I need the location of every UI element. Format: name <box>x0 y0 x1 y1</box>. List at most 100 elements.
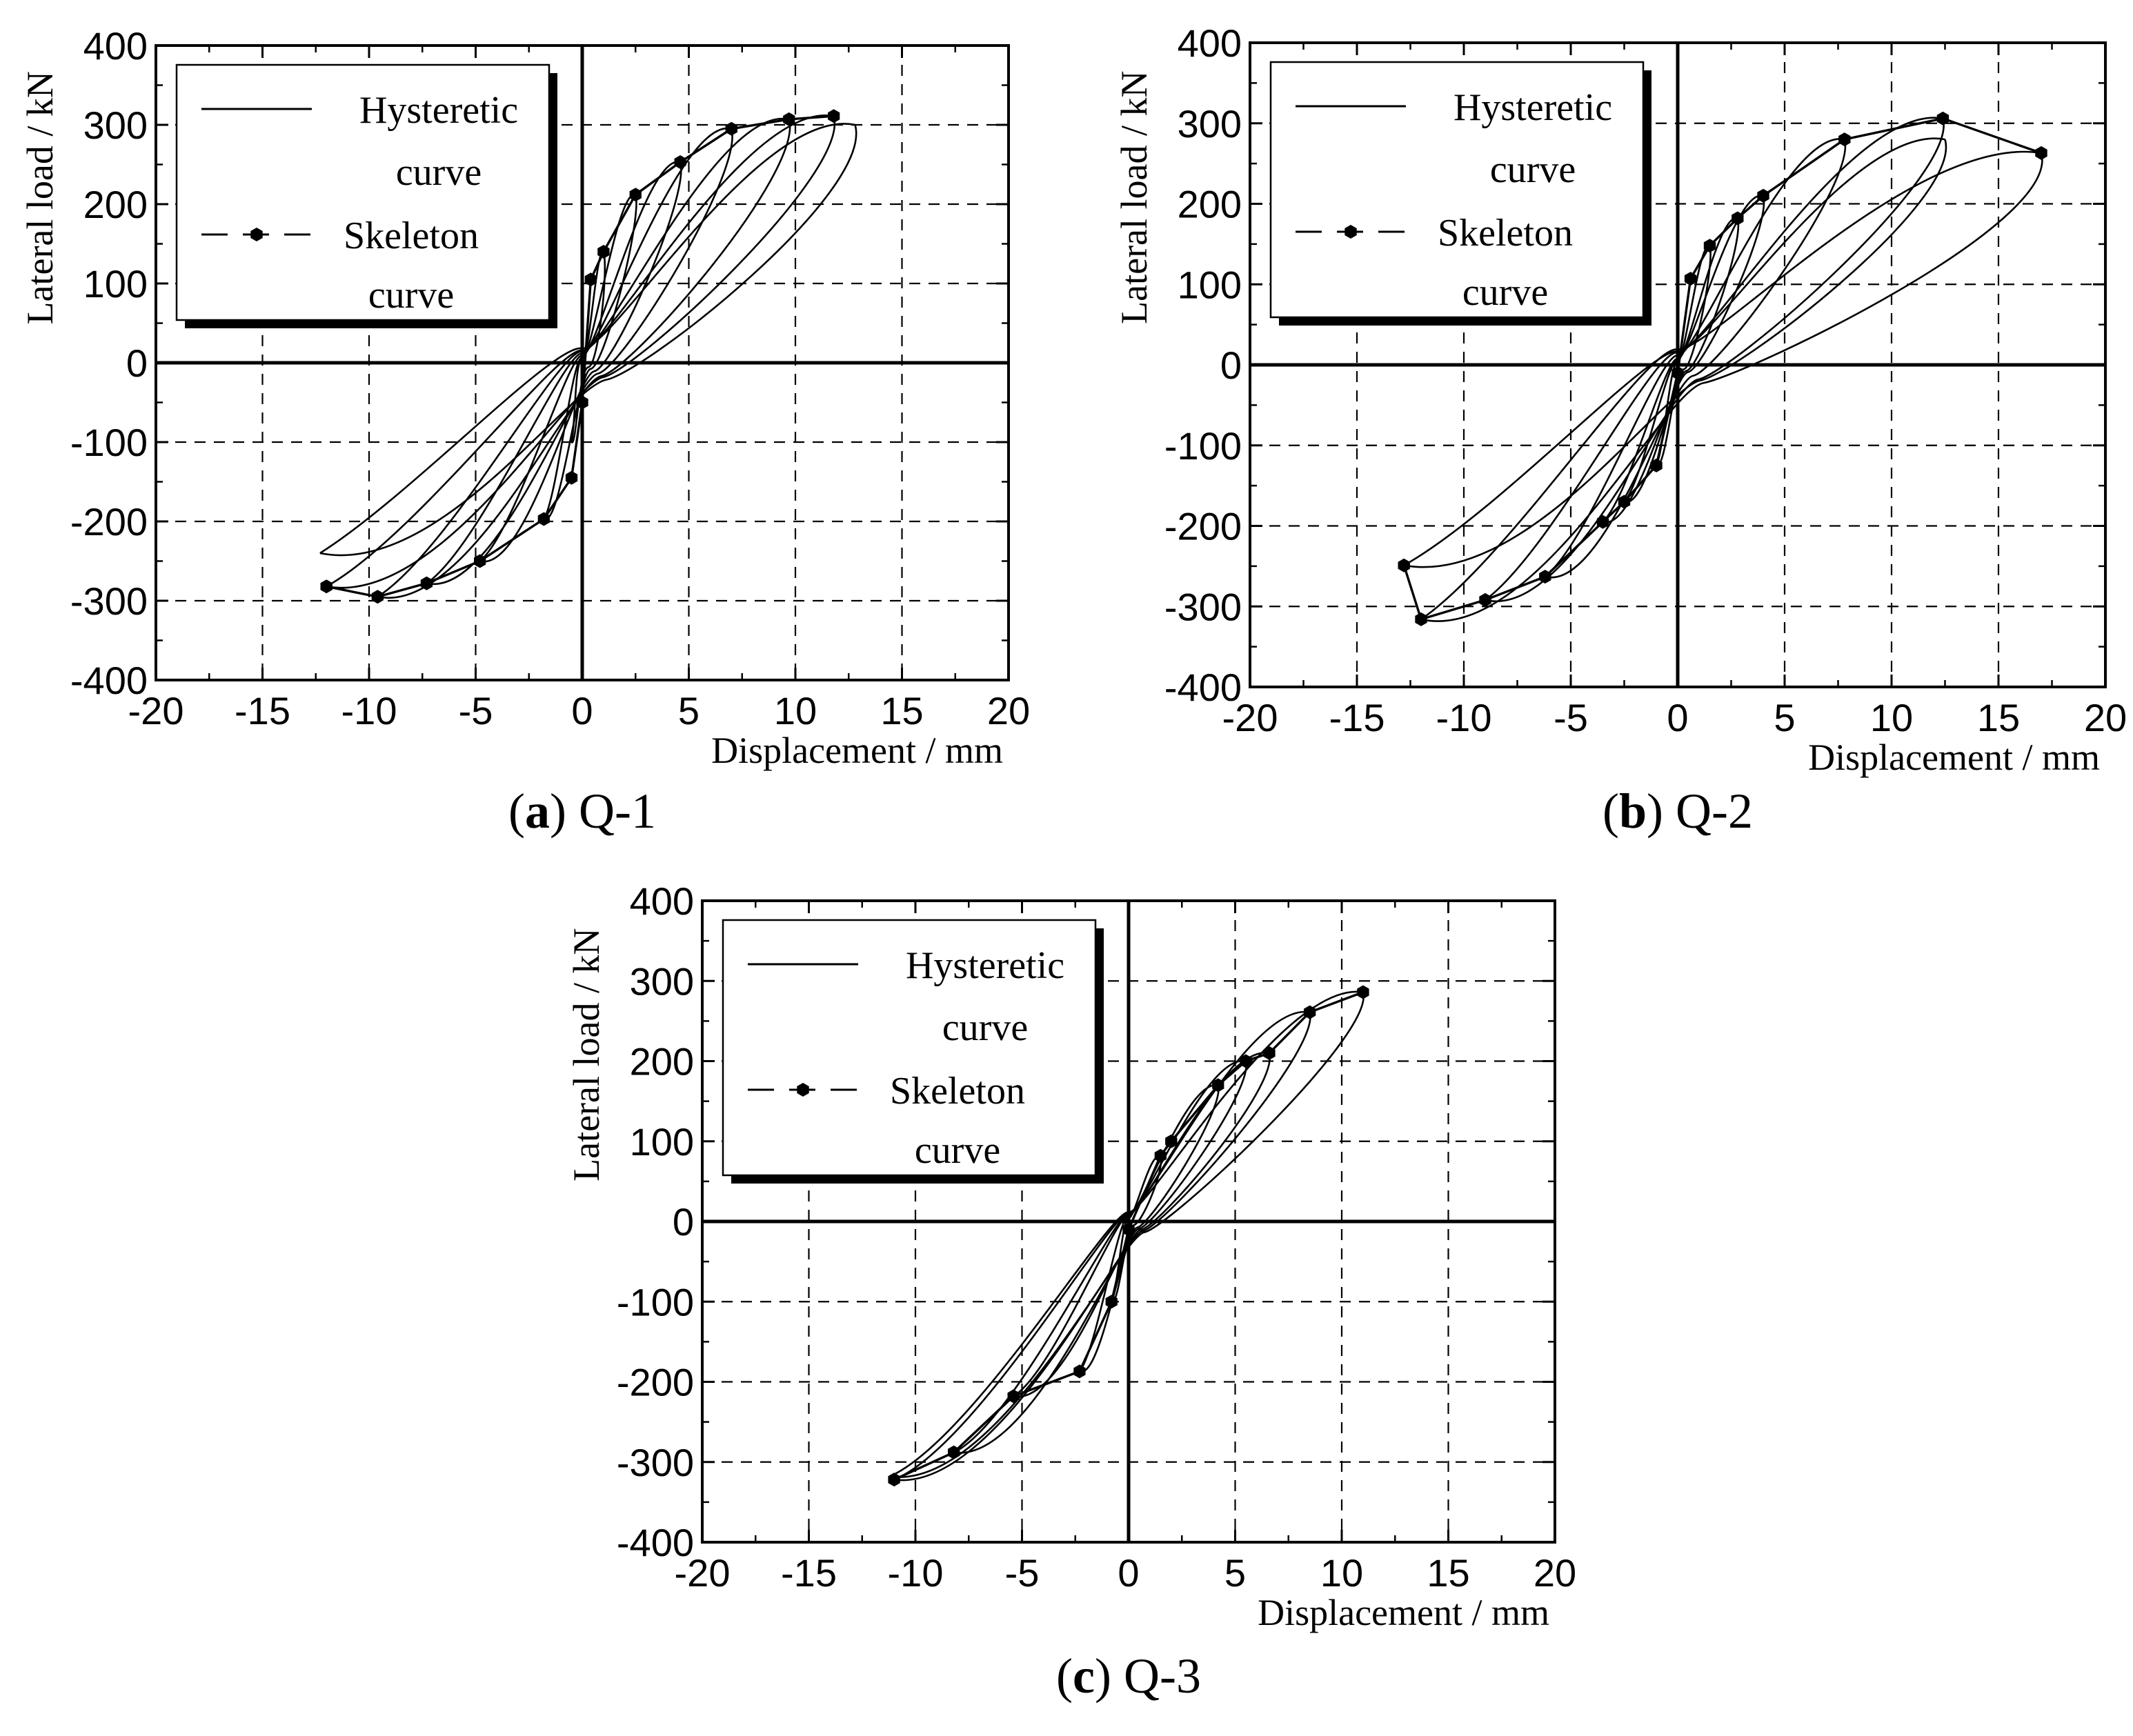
x-tick-label: 20 <box>987 689 1030 732</box>
y-tick-label: -100 <box>70 421 148 464</box>
series-skeleton <box>320 109 840 604</box>
hysteretic-loop-upper <box>326 114 834 588</box>
y-tick-label: 400 <box>83 24 148 68</box>
x-axis-label: Displacement / mm <box>1808 737 2100 778</box>
tick-marks <box>1249 41 2107 688</box>
y-tick-label: 300 <box>1178 102 1242 146</box>
y-tick-label: -200 <box>70 500 148 543</box>
skeleton-point <box>725 121 737 136</box>
y-tick-label: 0 <box>673 1200 694 1244</box>
legend-skeleton-marker <box>1345 225 1357 239</box>
y-axis-label: Lateral load / kN <box>1113 70 1155 323</box>
skeleton-curve-line <box>326 114 834 599</box>
x-tick-label: 15 <box>1977 696 2020 739</box>
y-tick-label: -100 <box>1164 424 1242 468</box>
hysteretic-loop-lower <box>953 1052 1271 1454</box>
chart-panel-q1: -20 -15 -10 -5 0 5 10 15 20 -400 -300 -200 -100 0 100 2… <box>19 24 1030 839</box>
skeleton-point <box>1596 515 1609 529</box>
y-tick-label: -200 <box>617 1361 694 1404</box>
y-tick-label: -400 <box>70 659 148 702</box>
y-tick-label: 200 <box>83 183 148 226</box>
legend-hysteretic-label-2: curve <box>942 1006 1028 1049</box>
hysteretic-loop-upper <box>543 193 636 520</box>
panel-caption-close: ) <box>550 784 579 839</box>
tick-marks <box>155 44 1010 681</box>
panel-caption: (b) Q-2 <box>1603 784 1753 839</box>
skeleton-point <box>371 590 384 604</box>
x-tick-label: -10 <box>888 1551 944 1595</box>
x-axis-label: Displacement / mm <box>711 730 1003 771</box>
skeleton-point <box>629 188 642 202</box>
series-hysteretic <box>889 990 1365 1481</box>
y-tick-label: 200 <box>630 1040 694 1084</box>
skeleton-point <box>783 112 795 126</box>
series-hysteretic <box>1403 117 2043 622</box>
hysteretic-loop-upper <box>1485 117 1943 601</box>
x-tick-label: -10 <box>1436 696 1492 739</box>
hysteretic-loop-lower <box>326 115 836 589</box>
panel-caption-letter: a <box>525 784 550 839</box>
skeleton-point <box>597 245 610 259</box>
skeleton-point <box>1105 1295 1118 1309</box>
skeleton-point <box>1732 211 1744 226</box>
tick-marks <box>701 899 1556 1544</box>
y-tick-label: 200 <box>1178 183 1242 226</box>
y-tick-label: 400 <box>630 879 694 923</box>
skeleton-point <box>674 155 686 169</box>
skeleton-point <box>1703 239 1716 253</box>
series-hysteretic <box>319 114 857 599</box>
legend-skeleton-label-1: Skeleton <box>344 214 479 257</box>
panel-caption-close: ) <box>1095 1648 1124 1704</box>
skeleton-point <box>1650 458 1663 472</box>
x-tick-label: 15 <box>1427 1551 1469 1595</box>
panel-caption-open: ( <box>508 784 525 839</box>
y-tick-label: -300 <box>617 1441 694 1484</box>
hysteretic-loop-upper <box>426 128 732 584</box>
legend-hysteretic-label-2: curve <box>1490 148 1576 191</box>
x-tick-label: 0 <box>571 689 593 732</box>
x-tick-label: -20 <box>675 1551 731 1595</box>
chart-panel-q3: -20 -15 -10 -5 0 5 10 15 20 -400 -300 -200 -100 0 100 2… <box>566 879 1576 1704</box>
y-tick-label: 100 <box>83 262 148 306</box>
x-tick-label: 20 <box>2084 696 2127 739</box>
x-tick-label: 10 <box>1320 1551 1363 1595</box>
panel-caption-open: ( <box>1603 784 1619 839</box>
y-tick-label: -400 <box>617 1521 694 1564</box>
legend-box <box>1269 61 1645 319</box>
skeleton-point <box>1936 111 1950 126</box>
hysteretic-loop-upper <box>571 250 605 443</box>
y-tick-label: 0 <box>1220 343 1242 387</box>
y-tick-label: -100 <box>617 1280 694 1324</box>
skeleton-point <box>1122 1222 1135 1237</box>
hysteretic-loop-lower <box>893 1012 1311 1481</box>
hysteretic-loop-lower <box>426 128 733 586</box>
skeleton-point <box>1263 1046 1276 1060</box>
skeleton-point <box>1757 188 1769 203</box>
x-tick-label: -20 <box>1222 696 1278 739</box>
hysteretic-loop-lower <box>543 194 637 520</box>
legend-skeleton-label-2: curve <box>1462 271 1548 314</box>
hysteretic-loop-upper <box>1623 217 1738 503</box>
x-tick-label: -5 <box>459 689 493 732</box>
skeleton-point <box>474 554 486 568</box>
hysteretic-loop-upper <box>893 1011 1310 1481</box>
skeleton-point <box>888 1473 900 1487</box>
y-axis-label: Lateral load / kN <box>19 71 61 324</box>
hysteretic-loop-lower <box>1485 118 1945 603</box>
x-tick-label: 0 <box>1118 1551 1139 1595</box>
skeleton-point <box>1304 1005 1316 1019</box>
hysteretic-loop-lower <box>377 119 791 599</box>
x-tick-label: 5 <box>678 689 700 732</box>
legend-skeleton-label-2: curve <box>915 1129 1000 1172</box>
x-tick-label: 5 <box>1224 1551 1246 1595</box>
legend-skeleton-label-1: Skeleton <box>1438 212 1573 255</box>
series-skeleton <box>888 985 1369 1487</box>
skeleton-point <box>1539 570 1551 584</box>
skeleton-point <box>565 470 578 485</box>
x-tick-label: -15 <box>235 689 290 732</box>
legend-box <box>175 63 550 321</box>
skeleton-point <box>1671 366 1684 380</box>
hysteretic-loop-upper <box>1420 150 2042 620</box>
x-tick-label: 10 <box>774 689 817 732</box>
